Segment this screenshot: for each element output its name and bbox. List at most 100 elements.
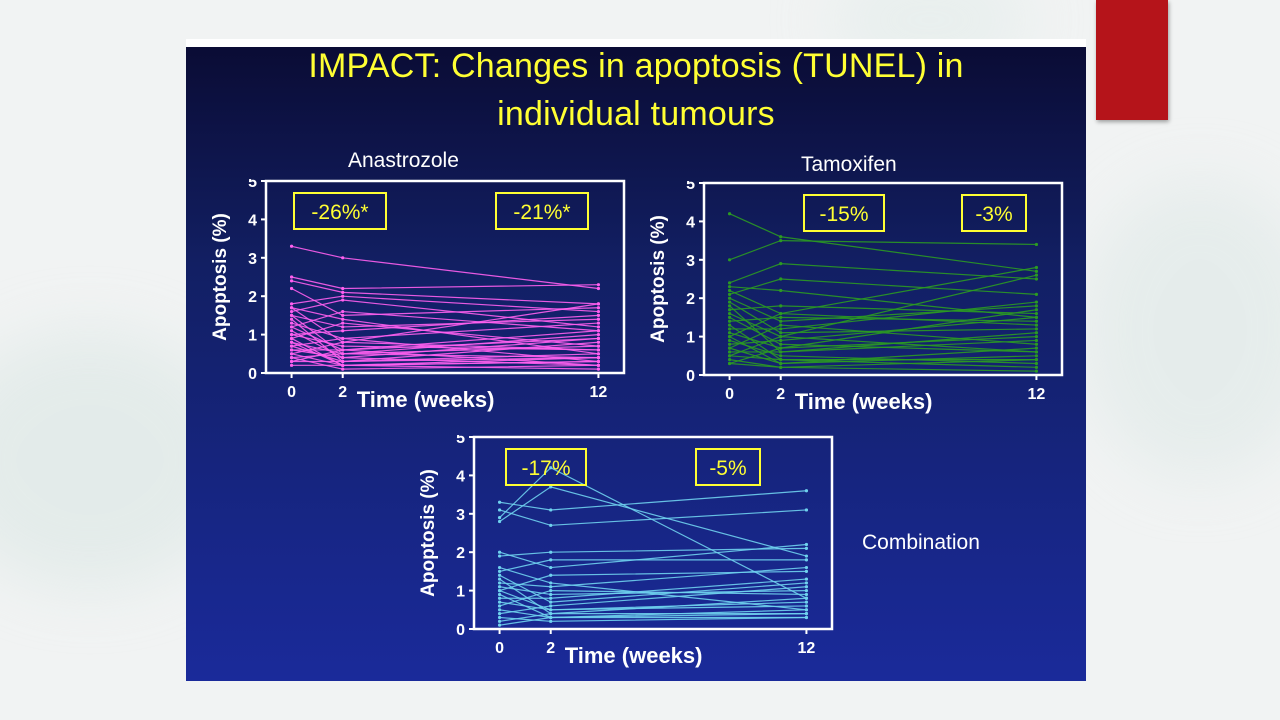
anastrozole-data-point [596,348,601,352]
tamoxifen-change-box [961,194,1027,232]
tamoxifen-y-tick-label: 3 [686,253,695,270]
tamoxifen-data-point [1034,365,1039,369]
combination-data-point [497,612,502,616]
anastrozole-data-point [341,286,345,291]
combination-data-point [549,596,553,600]
anastrozole-data-point [341,356,345,360]
anastrozole-data-point [289,275,294,279]
tamoxifen-label: Tamoxifen [801,153,897,176]
tamoxifen-data-point [1034,319,1039,323]
anastrozole-data-point [596,283,601,287]
tamoxifen-data-point [779,288,783,293]
anastrozole-data-point [289,344,294,348]
tamoxifen-series-group [727,212,1039,373]
tamoxifen-data-point [779,239,783,243]
anastrozole-data-point [341,298,345,302]
combination-data-point [497,550,502,554]
tamoxifen-data-point [779,323,783,327]
tamoxifen-y-tick-label: 4 [686,214,695,231]
tamoxifen-data-point [1034,369,1039,373]
anastrozole-data-point [289,279,294,283]
anastrozole-data-point [341,336,345,341]
anastrozole-change-box [293,192,387,230]
combination-data-point [804,569,809,573]
combination-data-point [549,485,553,489]
tamoxifen-data-point [1034,361,1039,366]
combination-data-point [804,608,809,612]
combination-y-tick-label: 4 [456,468,465,485]
tamoxifen-data-point [727,285,732,289]
combination-data-point [549,604,553,608]
combination-data-point [804,596,809,600]
tamoxifen-data-point [779,304,783,308]
tamoxifen-data-point [1034,242,1039,247]
combination-data-point [497,623,502,627]
anastrozole-y-tick-label: 5 [248,179,257,191]
combination-data-point [497,592,502,597]
anastrozole-data-point [289,352,294,356]
anastrozole-data-point [289,317,294,321]
combination-y-tick-label: 5 [456,435,465,447]
combination-data-point [549,508,553,512]
anastrozole-data-point [596,363,601,367]
anastrozole-y-tick-label: 1 [248,328,257,345]
combination-y-axis-label: Apoptosis (%) [418,469,439,597]
tamoxifen-data-point [1034,269,1039,273]
tamoxifen-x-axis-label: Time (weeks) [795,389,933,414]
anastrozole-data-point [341,329,345,333]
tamoxifen-data-point [727,296,732,300]
tamoxifen-y-tick-label: 0 [686,368,695,385]
tamoxifen-data-point [727,361,732,366]
tamoxifen-data-point [727,288,732,293]
anastrozole-data-point [341,348,345,352]
combination-data-point [549,589,553,593]
combination-data-point [497,619,502,623]
combination-plot-frame [472,435,834,631]
anastrozole-data-point [596,352,601,356]
combination-y-tick-label: 2 [456,545,465,562]
combination-data-point [497,500,502,504]
tamoxifen-data-point [779,262,783,266]
combination-data-point [549,608,553,612]
anastrozole-data-point [341,256,345,260]
combination-data-point [549,573,553,577]
tamoxifen-x-tick-label: 0 [725,386,734,403]
combination-x-tick-label: 2 [546,640,555,657]
combination-x-tick-label: 0 [495,640,504,657]
tamoxifen-data-point [779,327,783,331]
combination-data-point [804,558,809,562]
combination-label: Combination [862,531,980,554]
tamoxifen-data-point [1034,304,1039,308]
anastrozole-data-point [596,309,601,314]
tamoxifen-data-point [779,338,783,343]
anastrozole-x-axis-label: Time (weeks) [357,387,495,412]
combination-data-point [804,604,809,608]
anastrozole-data-point [289,321,294,325]
combination-data-point [497,565,502,570]
anastrozole-data-point [596,367,601,371]
tamoxifen-data-point [727,354,732,358]
slide-title-line-1: IMPACT: Changes in apoptosis (TUNEL) in [308,47,964,85]
anastrozole-data-point [596,302,601,306]
anastrozole-data-point [596,321,601,325]
tamoxifen-change-label: -3% [975,203,1012,226]
tamoxifen-data-point [727,342,732,346]
tamoxifen-data-point [727,346,732,350]
anastrozole-change-label: -21%* [513,201,570,224]
combination-series-line [499,486,807,557]
anastrozole-series-line [291,280,599,305]
combination-data-point [497,519,502,524]
anastrozole-data-point [596,306,601,310]
anastrozole-data-point [596,356,601,360]
anastrozole-y-tick-label: 4 [248,212,257,229]
tamoxifen-data-point [1034,311,1039,316]
combination-data-point [804,585,809,589]
anastrozole-data-point [341,344,345,348]
anastrozole-x-tick-label: 2 [338,384,347,401]
anastrozole-x-tick-label: 12 [590,384,608,401]
tamoxifen-y-tick-label: 2 [686,291,695,308]
tamoxifen-data-point [1034,292,1039,296]
